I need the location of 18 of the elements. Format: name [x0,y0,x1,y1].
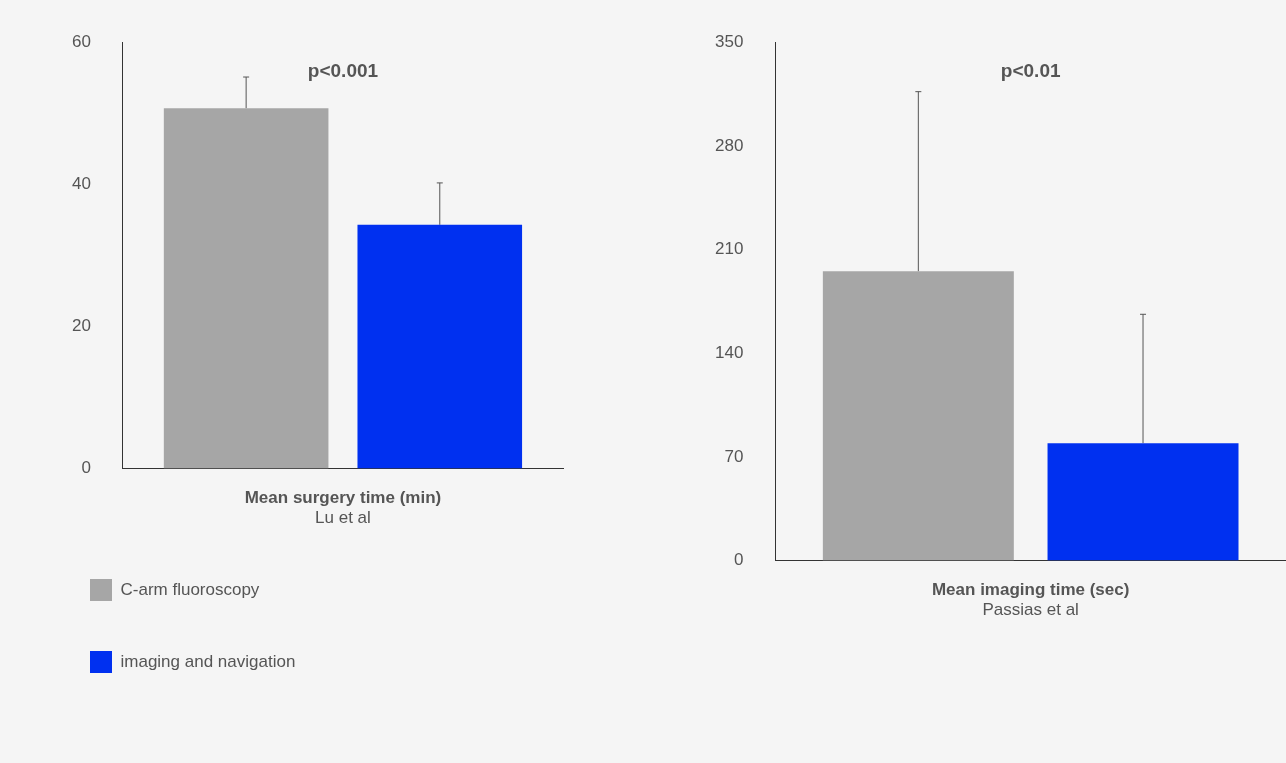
y-tick-label: 0 [733,550,744,570]
legend-label: imaging and navigation [120,651,296,671]
y-tick-label: 60 [71,31,91,51]
y-tick-label: 20 [71,316,91,336]
annotation: p<0.01 [1000,60,1061,82]
annotation: p<0.001 [307,60,379,82]
y-tick-label: 70 [724,446,744,466]
legend-label: C-arm fluoroscopy [120,579,260,599]
x-tick-label: Mean surgery time (min) [244,488,442,508]
text: Passias et al [982,600,1079,620]
y-tick-label: 0 [81,458,91,478]
y-tick-label: 140 [714,342,744,362]
x-tick-label: Mean imaging time (sec) [931,580,1130,600]
y-tick-label: 280 [714,135,744,155]
y-tick-label: 350 [714,31,744,51]
text: Lu et al [315,508,371,528]
y-tick-label: 40 [71,174,91,194]
y-tick-label: 210 [714,239,744,259]
